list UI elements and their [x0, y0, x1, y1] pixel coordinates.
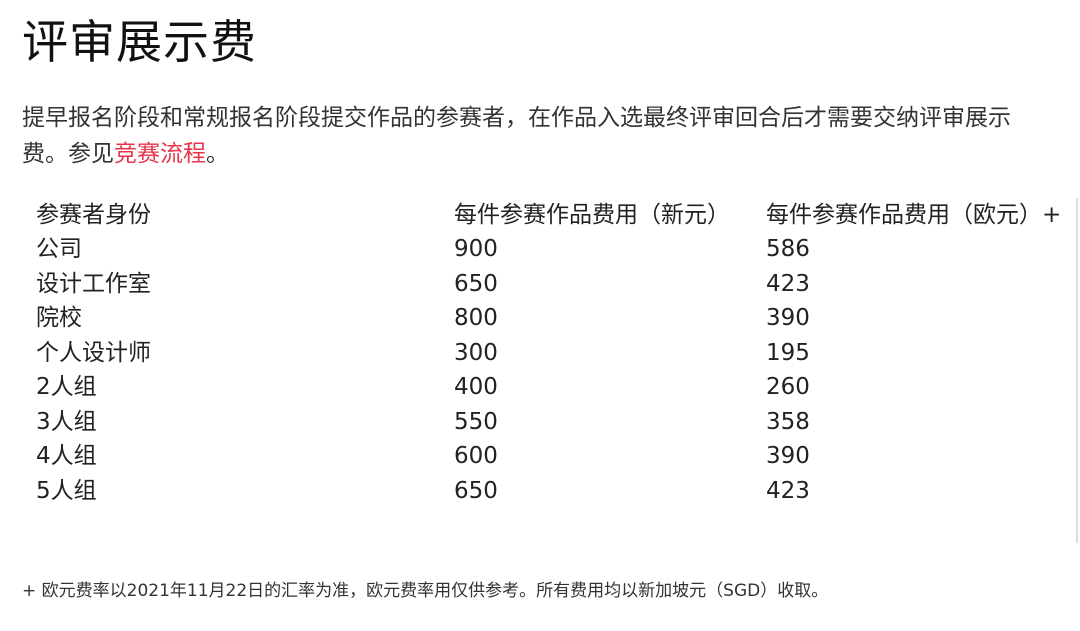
table-row: 个人设计师 300 195 — [26, 336, 1076, 371]
cell-fee-eur: 390 — [766, 305, 810, 331]
table-row: 设计工作室 650 423 — [26, 267, 1076, 302]
table-row: 2人组 400 260 — [26, 370, 1076, 405]
header-participant: 参赛者身份 — [36, 202, 151, 228]
cell-fee-sgd: 300 — [454, 339, 498, 366]
footnote: + 欧元费率以2021年11月22日的汇率为准，欧元费率用仅供参考。所有费用均以… — [22, 581, 829, 601]
cell-fee-sgd: 900 — [454, 236, 498, 262]
cell-fee-sgd: 650 — [454, 270, 498, 297]
table-row: 4人组 600 390 — [26, 439, 1076, 474]
cell-fee-eur: 423 — [766, 270, 810, 297]
cell-participant: 2人组 — [36, 374, 97, 400]
cell-fee-eur: 390 — [766, 443, 810, 469]
intro-line2-prefix: 费。参见 — [22, 141, 114, 167]
cell-participant: 设计工作室 — [36, 270, 151, 297]
cell-participant: 5人组 — [36, 477, 97, 504]
fee-table: 参赛者身份 每件参赛作品费用（新元） 每件参赛作品费用（欧元）+ 公司 900 58… — [26, 198, 1076, 508]
header-fee-sgd: 每件参赛作品费用（新元） — [454, 202, 730, 228]
intro-paragraph: 提早报名阶段和常规报名阶段提交作品的参赛者，在作品入选最终评审回合后才需要交纳评… — [22, 100, 1080, 172]
cell-fee-eur: 586 — [766, 236, 810, 262]
cell-fee-sgd: 550 — [454, 408, 498, 435]
intro-line1: 提早报名阶段和常规报名阶段提交作品的参赛者，在作品入选最终评审回合后才需要交纳评… — [22, 105, 1011, 131]
page-title: 评审展示费 — [22, 15, 257, 69]
header-fee-eur: 每件参赛作品费用（欧元）+ — [766, 202, 1062, 228]
cell-fee-eur: 195 — [766, 339, 810, 366]
cell-participant: 院校 — [36, 305, 82, 331]
competition-process-link[interactable]: 竞赛流程 — [114, 141, 206, 167]
cell-fee-sgd: 800 — [454, 305, 498, 331]
scroll-edge — [1076, 198, 1078, 543]
cell-fee-sgd: 650 — [454, 477, 498, 504]
cell-fee-sgd: 600 — [454, 443, 498, 469]
cell-participant: 4人组 — [36, 443, 97, 469]
table-header-row: 参赛者身份 每件参赛作品费用（新元） 每件参赛作品费用（欧元）+ — [26, 198, 1076, 232]
cell-fee-eur: 423 — [766, 477, 810, 504]
cell-participant: 个人设计师 — [36, 339, 151, 366]
cell-participant: 公司 — [36, 236, 82, 262]
table-row: 3人组 550 358 — [26, 405, 1076, 440]
cell-participant: 3人组 — [36, 408, 97, 435]
cell-fee-eur: 260 — [766, 374, 810, 400]
table-row: 5人组 650 423 — [26, 474, 1076, 509]
table-row: 院校 800 390 — [26, 301, 1076, 336]
cell-fee-eur: 358 — [766, 408, 810, 435]
intro-line2-suffix: 。 — [206, 141, 229, 167]
cell-fee-sgd: 400 — [454, 374, 498, 400]
table-row: 公司 900 586 — [26, 232, 1076, 267]
